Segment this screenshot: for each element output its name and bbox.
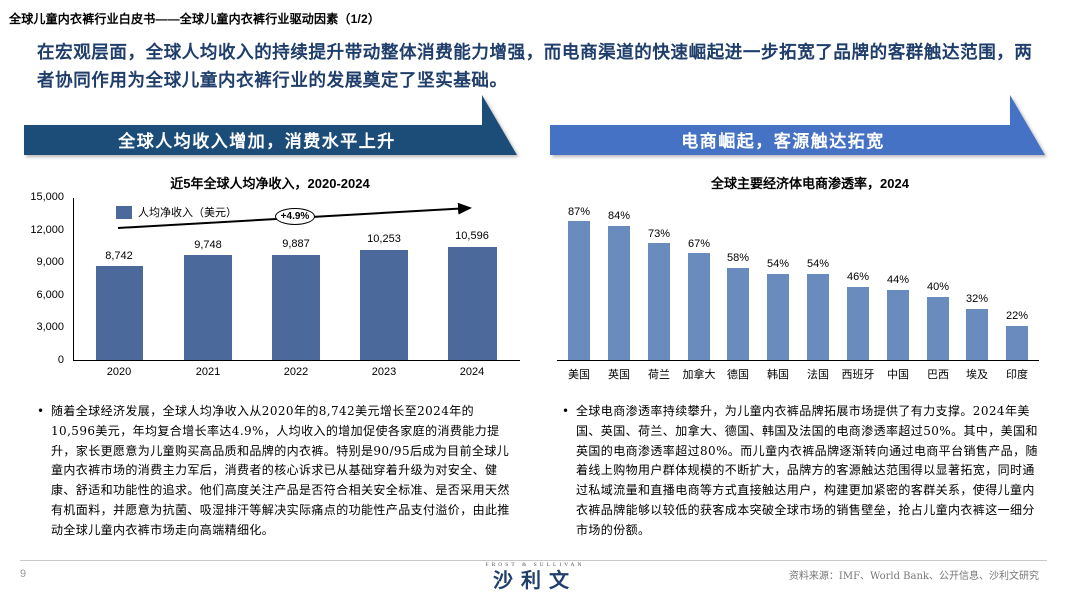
x-tick: 巴西 <box>927 368 949 381</box>
bar-value-label: 54% <box>766 258 790 270</box>
right-banner-label: 电商崛起，客源触达拓宽 <box>681 132 885 152</box>
bar-2021 <box>184 255 232 360</box>
bar-埃及 <box>966 309 988 360</box>
left-bullet-text: 随着全球经济发展，全球人均净收入从2020年的8,742美元增长至2024年的1… <box>51 404 510 537</box>
growth-trend-arrow-icon <box>117 202 472 229</box>
legend-swatch <box>116 205 132 219</box>
bar-法国 <box>807 274 829 360</box>
bar-2024 <box>448 247 497 360</box>
footer-divider <box>20 560 1047 561</box>
bar-value-label: 9,887 <box>282 238 310 250</box>
logo-english-text: FROST & SULLIVAN <box>485 562 585 568</box>
x-tick: 2024 <box>459 366 485 378</box>
bar-value-label: 9,748 <box>194 239 222 251</box>
x-tick: 2021 <box>195 366 221 378</box>
frost-sullivan-logo: FROST & SULLIVAN 沙利文 <box>475 562 595 592</box>
legend-label: 人均净收入（美元） <box>138 206 237 219</box>
y-tick: 12,000 <box>30 224 64 236</box>
bar-韩国 <box>767 274 789 360</box>
source-note: 资料来源：IMF、World Bank、公开信息、沙利文研究 <box>788 571 1039 582</box>
x-axis <box>73 360 520 361</box>
x-tick: 德国 <box>727 368 749 381</box>
bar-美国 <box>568 221 590 360</box>
bar-value-label: 10,253 <box>367 233 401 245</box>
y-tick: 15,000 <box>30 191 64 203</box>
bar-巴西 <box>927 297 949 360</box>
bullet-dot-icon: • <box>562 404 570 418</box>
right-bullet: • 全球电商渗透率持续攀升，为儿童内衣裤品牌拓展市场提供了有力支撑。2024年美… <box>562 402 1038 541</box>
bar-value-label: 32% <box>965 293 989 305</box>
bar-value-label: 8,742 <box>105 250 133 262</box>
right-bullet-text: 全球电商渗透率持续攀升，为儿童内衣裤品牌拓展市场提供了有力支撑。2024年美国、… <box>576 404 1038 537</box>
bar-value-label: 46% <box>846 271 870 283</box>
x-axis <box>557 360 1039 361</box>
bar-value-label: 22% <box>1005 310 1029 322</box>
bullet-dot-icon: • <box>37 404 45 418</box>
right-chart-title: 全球主要经济体电商渗透率，2024 <box>711 176 909 191</box>
x-tick: 荷兰 <box>648 368 670 381</box>
bar-value-label: 87% <box>567 206 591 218</box>
bar-value-label: 10,596 <box>455 230 489 242</box>
x-tick: 法国 <box>807 368 829 381</box>
logo-chinese-text: 沙利文 <box>493 568 577 592</box>
bar-value-label: 40% <box>926 281 950 293</box>
bar-value-label: 84% <box>607 210 631 222</box>
bar-value-label: 73% <box>647 228 671 240</box>
bar-印度 <box>1006 326 1028 360</box>
banner-arrow-shape-right <box>550 95 1045 155</box>
right-banner: 电商崛起，客源触达拓宽 <box>548 95 1053 160</box>
banner-arrow-shape-left <box>24 95 517 155</box>
x-tick: 2022 <box>283 366 309 378</box>
bar-中国 <box>887 290 909 360</box>
y-axis <box>73 198 74 361</box>
x-tick: 英国 <box>608 368 630 381</box>
document-title: 全球儿童内衣裤行业白皮书——全球儿童内衣裤行业驱动因素（1/2） <box>9 12 381 26</box>
left-chart-title: 近5年全球人均净收入，2020-2024 <box>170 176 370 191</box>
x-tick: 美国 <box>568 368 590 381</box>
left-banner-label: 全球人均收入增加，消费水平上升 <box>118 132 396 152</box>
bar-value-label: 58% <box>726 252 750 264</box>
bar-2020 <box>96 266 143 360</box>
headline: 在宏观层面，全球人均收入的持续提升带动整体消费能力增强，而电商渠道的快速崛起进一… <box>37 43 1033 91</box>
page-number: 9 <box>20 568 27 580</box>
y-tick: 6,000 <box>36 289 64 301</box>
bar-value-label: 67% <box>687 238 711 250</box>
cagr-badge: +4.9% <box>275 208 315 225</box>
bar-荷兰 <box>648 243 670 360</box>
bar-西班牙 <box>847 287 869 360</box>
x-tick: 2020 <box>106 366 132 378</box>
x-tick: 韩国 <box>767 368 789 381</box>
bar-2023 <box>360 250 408 360</box>
bar-value-label: 44% <box>886 274 910 286</box>
chart-legend: 人均净收入（美元） <box>116 204 237 220</box>
y-tick: 9,000 <box>36 256 64 268</box>
bar-value-label: 54% <box>806 258 830 270</box>
bar-英国 <box>608 226 630 360</box>
left-banner: 全球人均收入增加，消费水平上升 <box>22 95 527 160</box>
x-tick: 2023 <box>371 366 397 378</box>
y-tick: 0 <box>57 354 64 366</box>
left-bullet: • 随着全球经济发展，全球人均净收入从2020年的8,742美元增长至2024年… <box>37 402 513 541</box>
bar-2022 <box>272 255 320 360</box>
x-tick: 印度 <box>1006 368 1028 381</box>
x-tick: 加拿大 <box>682 368 716 381</box>
bar-德国 <box>727 268 749 360</box>
x-tick: 中国 <box>887 368 909 381</box>
bar-加拿大 <box>688 253 710 360</box>
y-tick: 3,000 <box>36 321 64 333</box>
x-tick: 埃及 <box>966 368 988 381</box>
x-tick: 西班牙 <box>841 368 875 381</box>
